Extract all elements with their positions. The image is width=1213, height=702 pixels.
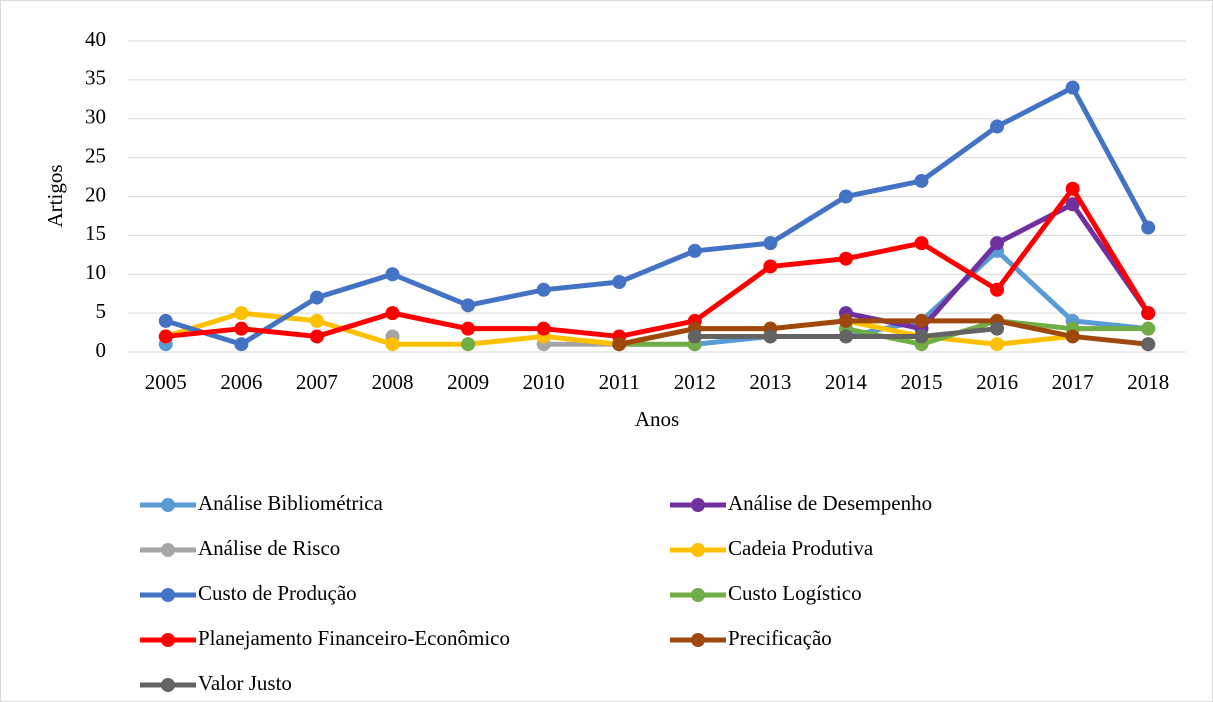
series-marker: [612, 337, 627, 352]
legend-marker: [161, 498, 175, 512]
legend-label: Valor Justo: [198, 671, 292, 695]
series-marker: [461, 321, 476, 336]
series-marker: [687, 329, 702, 344]
x-tick-label: 2011: [599, 370, 640, 394]
y-axis-title: Artigos: [43, 165, 67, 228]
series-marker: [990, 119, 1005, 134]
x-axis-title: Anos: [635, 407, 679, 431]
y-tick-label: 40: [85, 27, 106, 51]
series-marker: [687, 243, 702, 258]
y-tick-label: 10: [85, 260, 106, 284]
legend-marker: [691, 543, 705, 557]
series-marker: [309, 290, 324, 305]
series-marker: [1065, 197, 1080, 212]
x-tick-label: 2007: [296, 370, 338, 394]
series-marker: [385, 306, 400, 321]
series-marker: [158, 313, 173, 328]
series-marker: [158, 329, 173, 344]
legend-marker: [161, 588, 175, 602]
legend-label: Análise de Desempenho: [728, 491, 932, 515]
series-marker: [385, 337, 400, 352]
series-marker: [536, 321, 551, 336]
series-marker: [990, 337, 1005, 352]
legend-label: Análise de Risco: [198, 536, 340, 560]
series-marker: [914, 329, 929, 344]
legend-label: Precificação: [728, 626, 832, 650]
x-tick-label: 2015: [901, 370, 943, 394]
x-tick-label: 2014: [825, 370, 868, 394]
x-tick-label: 2008: [372, 370, 414, 394]
series-marker: [1141, 306, 1156, 321]
x-tick-label: 2010: [523, 370, 565, 394]
x-tick-label: 2009: [447, 370, 489, 394]
legend-marker: [691, 498, 705, 512]
series-marker: [1065, 329, 1080, 344]
y-tick-label: 15: [85, 221, 106, 245]
y-tick-label: 20: [85, 182, 106, 206]
legend-marker: [691, 588, 705, 602]
legend-label: Cadeia Produtiva: [728, 536, 874, 560]
series-marker: [838, 251, 853, 266]
series-marker: [461, 337, 476, 352]
series-marker: [1141, 321, 1156, 336]
series-marker: [838, 313, 853, 328]
series-marker: [914, 313, 929, 328]
series-marker: [763, 329, 778, 344]
series-marker: [1065, 181, 1080, 196]
legend-label: Análise Bibliométrica: [198, 491, 384, 515]
x-tick-label: 2016: [976, 370, 1018, 394]
series-marker: [234, 306, 249, 321]
x-tick-label: 2006: [220, 370, 262, 394]
series-marker: [914, 236, 929, 251]
legend-label: Custo Logístico: [728, 581, 862, 605]
series-line: [618, 318, 1149, 347]
series-marker: [1065, 80, 1080, 95]
series-marker: [990, 321, 1005, 336]
y-tick-label: 0: [96, 338, 107, 362]
y-tick-label: 25: [85, 143, 106, 167]
x-tick-label: 2017: [1052, 370, 1094, 394]
series-marker: [1141, 220, 1156, 235]
series-marker: [309, 329, 324, 344]
x-tick-label: 2018: [1127, 370, 1169, 394]
legend-marker: [161, 633, 175, 647]
y-tick-label: 35: [85, 66, 106, 90]
series-line: [165, 85, 1151, 347]
series-marker: [536, 282, 551, 297]
series-marker: [461, 298, 476, 313]
series-marker: [914, 173, 929, 188]
legend-marker: [161, 678, 175, 692]
legend-label: Planejamento Financeiro-Econômico: [198, 626, 510, 650]
series-marker: [234, 337, 249, 352]
series-marker: [990, 236, 1005, 251]
series-marker: [838, 329, 853, 344]
series-marker: [763, 259, 778, 274]
series-marker: [990, 282, 1005, 297]
series-marker: [234, 321, 249, 336]
y-tick-label: 5: [96, 299, 107, 323]
x-tick-label: 2005: [145, 370, 187, 394]
series-marker: [385, 267, 400, 282]
series-marker: [309, 313, 324, 328]
series-marker: [1141, 337, 1156, 352]
legend-marker: [161, 543, 175, 557]
x-tick-label: 2012: [674, 370, 716, 394]
series-marker: [612, 275, 627, 290]
legend-label: Custo de Produção: [198, 581, 357, 605]
series-marker: [838, 189, 853, 204]
y-tick-label: 30: [85, 105, 106, 129]
series-marker: [763, 236, 778, 251]
x-tick-label: 2013: [749, 370, 791, 394]
series-line: [165, 186, 1151, 339]
legend-marker: [691, 633, 705, 647]
